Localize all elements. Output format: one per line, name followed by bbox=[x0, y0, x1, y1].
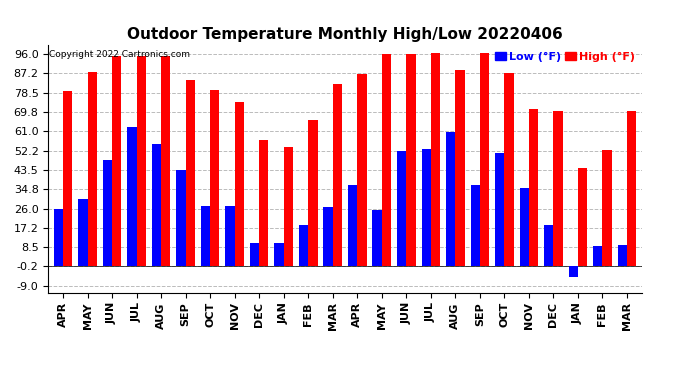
Bar bbox=[382, 54, 391, 266]
Bar bbox=[357, 74, 366, 266]
Bar bbox=[544, 225, 553, 266]
Bar bbox=[602, 150, 612, 266]
Bar bbox=[259, 140, 268, 266]
Bar bbox=[495, 153, 504, 266]
Bar bbox=[324, 207, 333, 266]
Bar bbox=[201, 206, 210, 266]
Bar bbox=[348, 185, 357, 266]
Bar bbox=[455, 70, 464, 266]
Bar bbox=[578, 168, 587, 266]
Bar bbox=[480, 53, 489, 266]
Bar bbox=[210, 90, 219, 266]
Bar bbox=[161, 56, 170, 266]
Bar bbox=[226, 206, 235, 266]
Bar bbox=[63, 92, 72, 266]
Bar bbox=[284, 147, 293, 266]
Bar bbox=[553, 111, 563, 266]
Bar bbox=[235, 102, 244, 266]
Bar bbox=[422, 149, 431, 266]
Bar bbox=[54, 209, 63, 266]
Bar bbox=[471, 185, 480, 266]
Bar bbox=[127, 127, 137, 266]
Bar bbox=[504, 73, 513, 266]
Bar bbox=[177, 170, 186, 266]
Bar bbox=[333, 84, 342, 266]
Bar bbox=[112, 56, 121, 266]
Bar bbox=[299, 225, 308, 266]
Bar bbox=[275, 243, 284, 266]
Bar bbox=[88, 72, 97, 266]
Bar bbox=[186, 80, 195, 266]
Bar bbox=[250, 243, 259, 266]
Bar bbox=[627, 111, 636, 266]
Bar bbox=[397, 151, 406, 266]
Title: Outdoor Temperature Monthly High/Low 20220406: Outdoor Temperature Monthly High/Low 202… bbox=[127, 27, 563, 42]
Bar bbox=[569, 266, 578, 277]
Bar bbox=[308, 120, 317, 266]
Legend: Low (°F), High (°F): Low (°F), High (°F) bbox=[493, 51, 636, 63]
Bar bbox=[618, 245, 627, 266]
Text: Copyright 2022 Cartronics.com: Copyright 2022 Cartronics.com bbox=[50, 50, 190, 59]
Bar bbox=[520, 188, 529, 266]
Bar bbox=[406, 54, 415, 266]
Bar bbox=[103, 160, 112, 266]
Bar bbox=[78, 199, 88, 266]
Bar bbox=[373, 210, 382, 266]
Bar bbox=[431, 53, 440, 266]
Bar bbox=[529, 109, 538, 266]
Bar bbox=[446, 132, 455, 266]
Bar bbox=[152, 144, 161, 266]
Bar bbox=[593, 246, 602, 266]
Bar bbox=[137, 56, 146, 266]
